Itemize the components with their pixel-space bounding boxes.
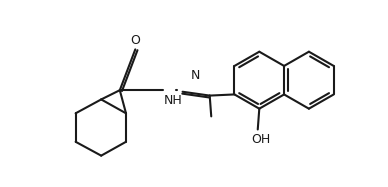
Text: NH: NH (164, 94, 183, 107)
Text: N: N (191, 69, 200, 82)
Text: O: O (130, 34, 140, 47)
Text: OH: OH (251, 133, 271, 145)
